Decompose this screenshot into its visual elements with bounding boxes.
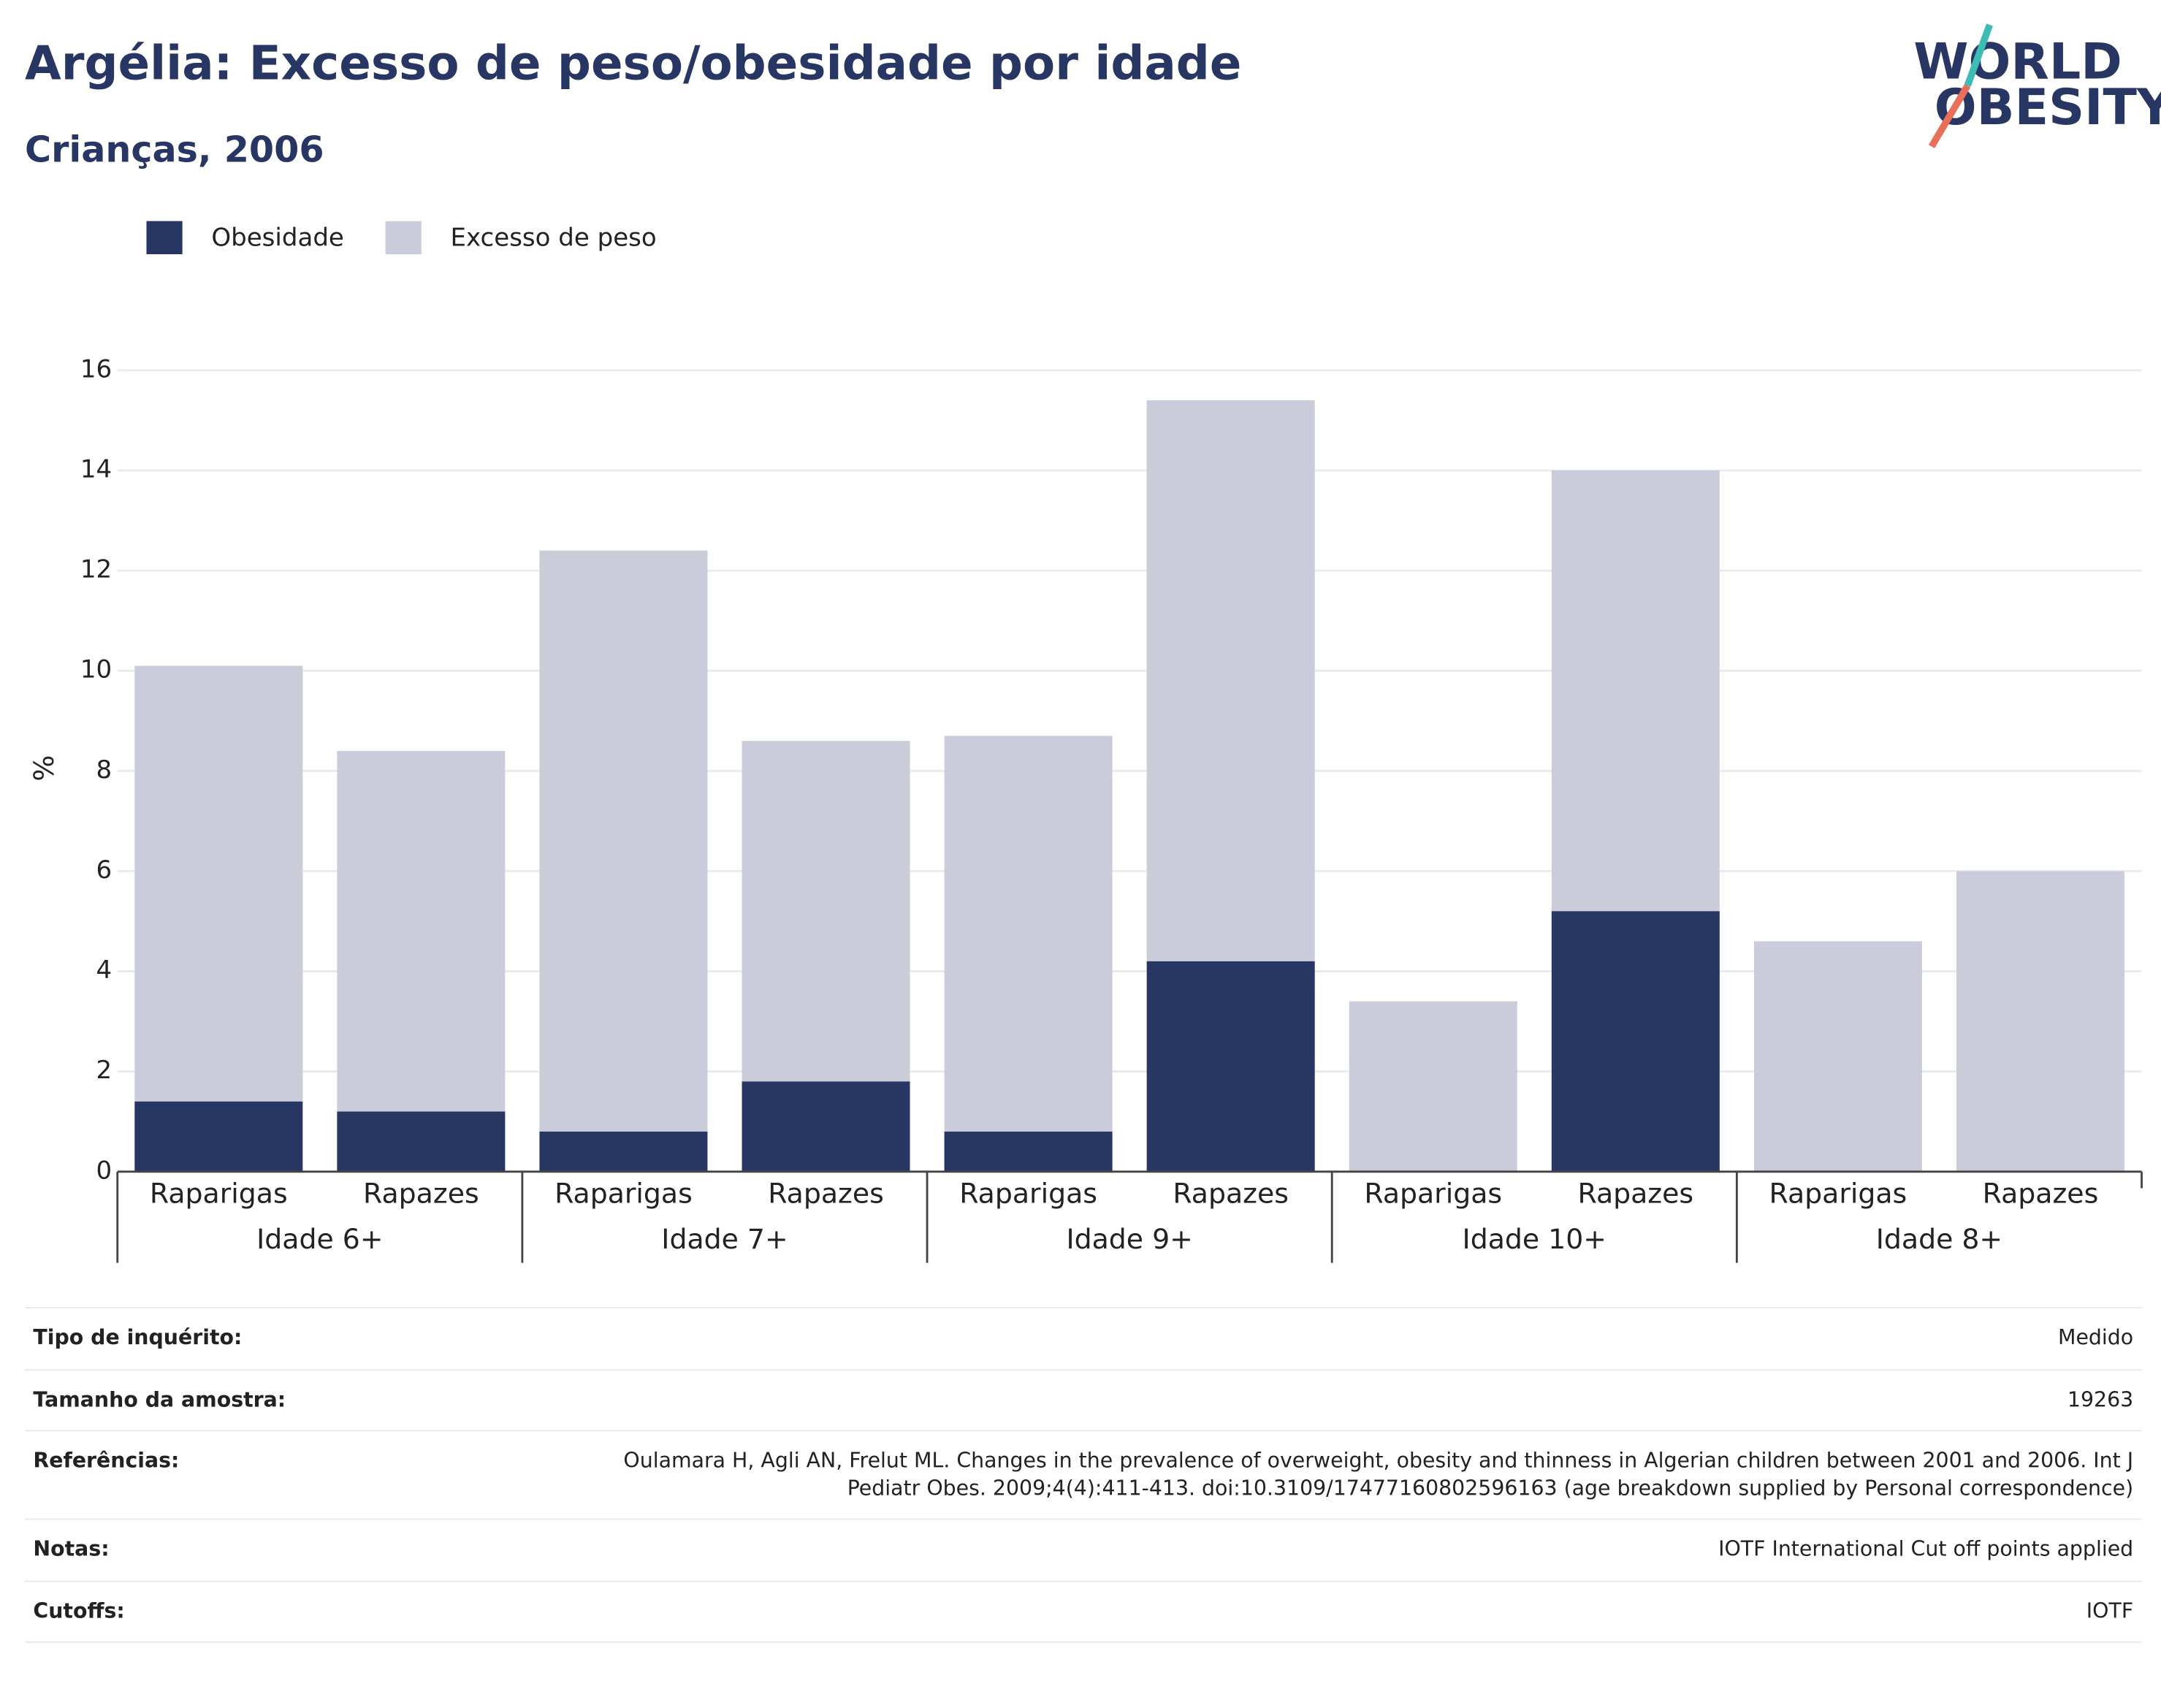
- y-tick-label: 6: [96, 855, 113, 885]
- x-tick-label: Rapazes: [363, 1177, 479, 1209]
- bar: [337, 750, 506, 1172]
- y-tick-label: 0: [96, 1156, 113, 1185]
- info-key: Referências:: [33, 1448, 180, 1473]
- info-row: Referências: Oulamara H, Agli AN, Frelut …: [25, 1430, 2142, 1518]
- info-row: Notas: IOTF International Cut off points …: [25, 1518, 2142, 1580]
- x-tick-label: Rapazes: [1983, 1177, 2099, 1209]
- info-row: Cutoffs: IOTF: [25, 1579, 2142, 1643]
- info-row: Tipo de inquérito: Medido: [25, 1307, 2142, 1368]
- info-value: IOTF International Cut off points applie…: [1718, 1536, 2134, 1562]
- legend-swatch: [385, 221, 422, 254]
- legend-label: Excesso de peso: [451, 224, 657, 253]
- legend-swatch: [146, 221, 183, 254]
- info-table: Tipo de inquérito: Medido Tamanho da amost…: [25, 1307, 2142, 1643]
- x-tick-label: Rapazes: [1173, 1177, 1289, 1209]
- bar: [1146, 961, 1315, 1172]
- x-group-label: Idade 10+: [1463, 1223, 1607, 1255]
- info-key: Cutoffs:: [33, 1598, 125, 1623]
- x-tick-label: Rapazes: [1578, 1177, 1694, 1209]
- bar: [1956, 871, 2124, 1172]
- info-value: Medido: [2057, 1324, 2134, 1350]
- chart: Argélia: Excesso de peso/obesidade por i…: [25, 23, 2161, 1263]
- bar: [337, 1111, 506, 1172]
- x-tick-label: Raparigas: [150, 1177, 288, 1209]
- bar: [1551, 911, 1720, 1172]
- bar: [539, 550, 708, 1172]
- chart-title: Argélia: Excesso de peso/obesidade por i…: [25, 36, 1241, 91]
- y-tick-label: 16: [80, 354, 112, 384]
- info-key: Tamanho da amostra:: [33, 1386, 286, 1411]
- y-tick-label: 8: [96, 755, 113, 785]
- bar: [944, 736, 1113, 1172]
- x-tick-label: Raparigas: [959, 1177, 1097, 1209]
- info-row: Tamanho da amostra: 19263: [25, 1368, 2142, 1430]
- bar: [539, 1131, 708, 1172]
- bar: [742, 1081, 910, 1172]
- bar: [134, 666, 303, 1172]
- logo-text: OBESITY: [1935, 79, 2161, 137]
- logo-slash: [1964, 23, 1993, 87]
- x-group-label: Idade 7+: [661, 1223, 788, 1255]
- bar: [1349, 1001, 1517, 1172]
- y-tick-label: 14: [80, 454, 112, 484]
- bar: [134, 1101, 303, 1172]
- legend-label: Obesidade: [211, 224, 344, 253]
- x-tick-label: Raparigas: [1769, 1177, 1907, 1209]
- bar: [944, 1131, 1113, 1172]
- y-tick-label: 12: [80, 555, 112, 584]
- info-value: IOTF: [2086, 1598, 2134, 1623]
- x-group-label: Idade 9+: [1066, 1223, 1192, 1255]
- info-key: Notas:: [33, 1536, 110, 1562]
- logo-slash: [1928, 83, 1971, 148]
- y-tick-label: 4: [96, 956, 113, 985]
- x-group-label: Idade 6+: [256, 1223, 383, 1255]
- y-tick-label: 10: [80, 655, 112, 685]
- chart-subtitle: Crianças, 2006: [25, 129, 324, 171]
- logo-text: WORLD: [1913, 33, 2122, 91]
- info-value: Oulamara H, Agli AN, Frelut ML. Changes …: [623, 1448, 2134, 1501]
- bar: [1753, 941, 1922, 1172]
- y-axis-label: %: [28, 755, 60, 782]
- info-key: Tipo de inquérito:: [33, 1324, 243, 1350]
- x-tick-label: Raparigas: [554, 1177, 693, 1209]
- x-tick-label: Raparigas: [1364, 1177, 1502, 1209]
- x-tick-label: Rapazes: [768, 1177, 884, 1209]
- info-value: 19263: [2067, 1386, 2134, 1411]
- x-group-label: Idade 8+: [1876, 1223, 2002, 1255]
- y-tick-label: 2: [96, 1056, 113, 1085]
